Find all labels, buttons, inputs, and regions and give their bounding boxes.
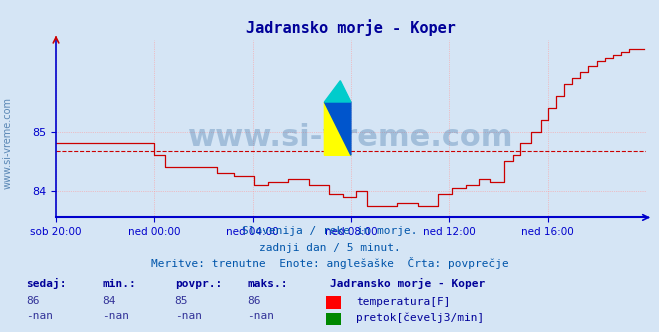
Text: 86: 86 xyxy=(247,296,260,306)
Text: -nan: -nan xyxy=(26,311,53,321)
Polygon shape xyxy=(324,102,351,155)
Text: Meritve: trenutne  Enote: anglešaške  Črta: povprečje: Meritve: trenutne Enote: anglešaške Črta… xyxy=(151,257,508,269)
Text: temperatura[F]: temperatura[F] xyxy=(356,297,450,307)
Text: maks.:: maks.: xyxy=(247,279,287,289)
Polygon shape xyxy=(324,102,351,155)
Text: -nan: -nan xyxy=(175,311,202,321)
Text: Slovenija / reke in morje.: Slovenija / reke in morje. xyxy=(242,226,417,236)
Text: 85: 85 xyxy=(175,296,188,306)
Text: -nan: -nan xyxy=(247,311,274,321)
Polygon shape xyxy=(324,81,351,102)
Text: www.si-vreme.com: www.si-vreme.com xyxy=(3,97,13,189)
Text: Jadransko morje - Koper: Jadransko morje - Koper xyxy=(330,278,485,289)
Text: min.:: min.: xyxy=(102,279,136,289)
Text: povpr.:: povpr.: xyxy=(175,279,222,289)
Title: Jadransko morje - Koper: Jadransko morje - Koper xyxy=(246,19,456,36)
Text: sedaj:: sedaj: xyxy=(26,278,67,289)
Text: 86: 86 xyxy=(26,296,40,306)
Text: zadnji dan / 5 minut.: zadnji dan / 5 minut. xyxy=(258,243,401,253)
Text: pretok[čevelj3/min]: pretok[čevelj3/min] xyxy=(356,313,484,323)
Text: 84: 84 xyxy=(102,296,115,306)
Text: -nan: -nan xyxy=(102,311,129,321)
Text: www.si-vreme.com: www.si-vreme.com xyxy=(188,123,513,152)
